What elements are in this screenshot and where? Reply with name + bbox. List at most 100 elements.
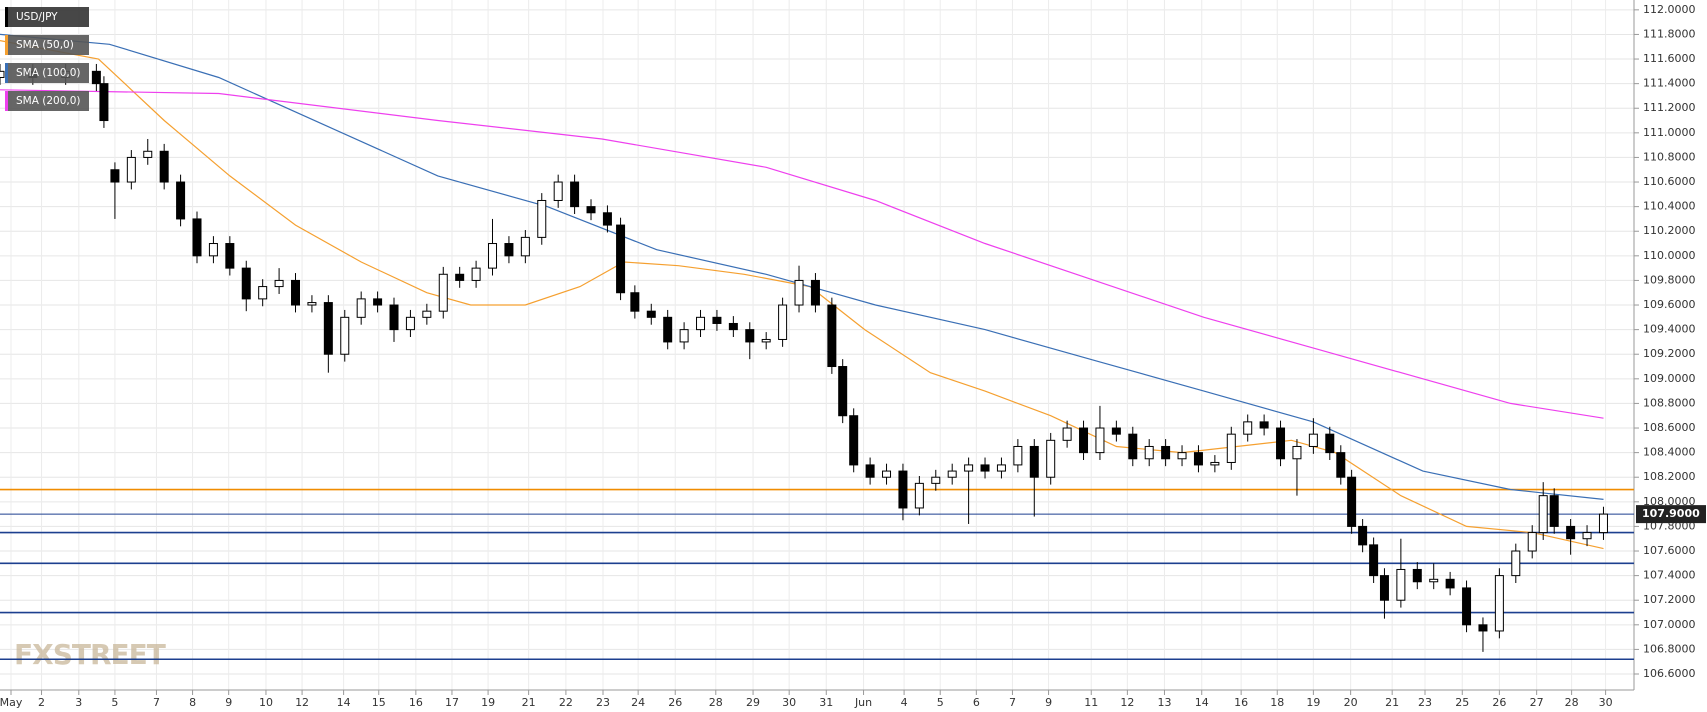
candle-body bbox=[1095, 427, 1105, 454]
y-tick-label: 111.8000 bbox=[1643, 27, 1696, 40]
x-tick-label: 2 bbox=[38, 696, 45, 709]
x-tick-label: 16 bbox=[1234, 696, 1248, 709]
candle-body bbox=[0, 70, 5, 78]
legend-box bbox=[5, 91, 89, 111]
x-tick-label: 27 bbox=[1530, 696, 1544, 709]
candle-body bbox=[1210, 461, 1220, 466]
y-tick-label: 108.4000 bbox=[1643, 446, 1696, 459]
x-tick-label: 18 bbox=[1270, 696, 1284, 709]
legend-swatch bbox=[5, 7, 8, 27]
candle-body bbox=[176, 181, 186, 220]
x-tick-label: May bbox=[0, 696, 23, 709]
y-tick-label: 111.6000 bbox=[1643, 52, 1696, 65]
x-tick-label: 24 bbox=[631, 696, 645, 709]
candle-body bbox=[1412, 568, 1422, 583]
y-tick-label: 111.4000 bbox=[1643, 77, 1696, 90]
candle-body bbox=[520, 236, 530, 257]
x-tick-label: 14 bbox=[1195, 696, 1209, 709]
candle-body bbox=[1598, 513, 1608, 534]
x-tick-label: 29 bbox=[746, 696, 760, 709]
candle-body bbox=[914, 482, 924, 509]
x-tick-label: 14 bbox=[337, 696, 351, 709]
legend-label: SMA (50,0) bbox=[16, 39, 74, 51]
x-tick-label: Jun bbox=[854, 696, 872, 709]
candle-body bbox=[307, 302, 317, 306]
candle-body bbox=[99, 83, 109, 122]
y-tick-label: 109.2000 bbox=[1643, 347, 1696, 360]
candle-body bbox=[1511, 550, 1521, 577]
legend-label: USD/JPY bbox=[16, 11, 58, 23]
x-tick-label: 30 bbox=[1599, 696, 1613, 709]
y-tick-label: 110.4000 bbox=[1643, 200, 1696, 213]
candle-body bbox=[1527, 532, 1537, 552]
x-tick-label: 4 bbox=[901, 696, 908, 709]
candle-body bbox=[126, 156, 136, 183]
x-tick-label: 19 bbox=[481, 696, 495, 709]
candle-body bbox=[827, 304, 837, 368]
x-tick-label: 3 bbox=[75, 696, 82, 709]
candle-body bbox=[1379, 575, 1389, 601]
x-tick-label: 26 bbox=[668, 696, 682, 709]
candle-body bbox=[241, 267, 251, 300]
candle-body bbox=[274, 279, 284, 288]
candle-body bbox=[1582, 532, 1592, 540]
y-tick-label: 112.0000 bbox=[1643, 3, 1696, 16]
x-tick-label: 5 bbox=[937, 696, 944, 709]
y-tick-label: 109.6000 bbox=[1643, 298, 1696, 311]
candle-body bbox=[586, 206, 596, 214]
candle-body bbox=[1111, 427, 1121, 435]
candle-body bbox=[389, 304, 399, 331]
watermark: FXSTREET bbox=[14, 638, 166, 671]
candle-body bbox=[438, 273, 448, 312]
candle-body bbox=[838, 366, 848, 417]
y-tick-label: 107.6000 bbox=[1643, 544, 1696, 557]
candle-body bbox=[1276, 427, 1286, 460]
x-tick-label: 9 bbox=[1045, 696, 1052, 709]
legend-swatch bbox=[5, 91, 8, 111]
candle-body bbox=[258, 286, 268, 300]
candle-body bbox=[602, 212, 612, 226]
candle-body bbox=[471, 267, 481, 281]
candle-body bbox=[143, 150, 153, 158]
candle-body bbox=[1347, 476, 1357, 527]
candle-body bbox=[1308, 433, 1318, 447]
x-tick-label: 10 bbox=[259, 696, 273, 709]
x-tick-label: 23 bbox=[596, 696, 610, 709]
candle-body bbox=[1538, 495, 1548, 534]
candle-body bbox=[1259, 421, 1269, 429]
candle-body bbox=[1062, 427, 1072, 441]
x-tick-label: 21 bbox=[1385, 696, 1399, 709]
y-tick-label: 109.4000 bbox=[1643, 323, 1696, 336]
candle-body bbox=[1396, 568, 1406, 601]
x-tick-label: 8 bbox=[189, 696, 196, 709]
candle-body bbox=[712, 316, 722, 324]
y-tick-label: 110.0000 bbox=[1643, 249, 1696, 262]
x-tick-label: 26 bbox=[1492, 696, 1506, 709]
candle-body bbox=[323, 302, 333, 355]
candle-body bbox=[696, 316, 706, 331]
sma-line bbox=[0, 33, 1604, 500]
x-tick-label: 25 bbox=[1455, 696, 1469, 709]
candle-body bbox=[996, 464, 1006, 472]
y-tick-label: 106.8000 bbox=[1643, 642, 1696, 655]
x-tick-label: 28 bbox=[1565, 696, 1579, 709]
candle-body bbox=[1445, 578, 1455, 589]
y-tick-label: 107.2000 bbox=[1643, 593, 1696, 606]
candle-body bbox=[455, 273, 465, 281]
x-tick-label: 22 bbox=[559, 696, 573, 709]
legend-box bbox=[5, 35, 89, 55]
price-label: 107.9000 bbox=[1642, 507, 1700, 520]
candle-body bbox=[1226, 433, 1236, 463]
candle-body bbox=[1177, 452, 1187, 460]
candle-body bbox=[1336, 452, 1346, 478]
y-tick-label: 110.2000 bbox=[1643, 224, 1696, 237]
candle-body bbox=[947, 470, 957, 478]
candle-body bbox=[356, 298, 366, 318]
candle-body bbox=[810, 279, 820, 306]
y-tick-label: 106.6000 bbox=[1643, 667, 1696, 680]
legend-label: SMA (100,0) bbox=[16, 67, 81, 79]
candle-body bbox=[865, 464, 875, 478]
x-tick-label: 17 bbox=[445, 696, 459, 709]
